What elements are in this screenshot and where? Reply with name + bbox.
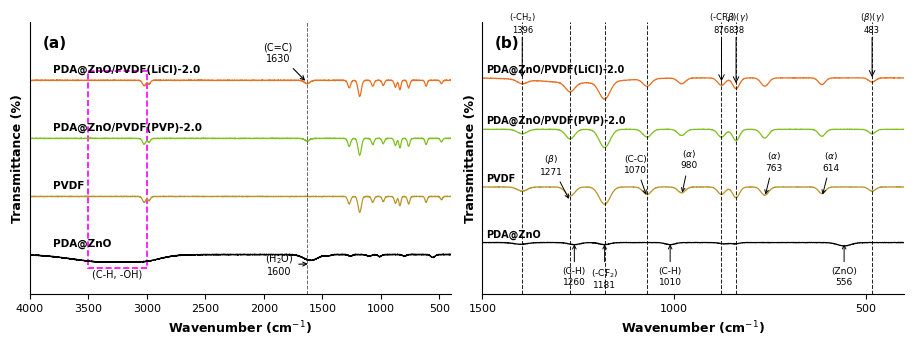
Text: PVDF: PVDF bbox=[53, 181, 84, 191]
Y-axis label: Transmittance (%): Transmittance (%) bbox=[464, 94, 477, 223]
Y-axis label: Transmittance (%): Transmittance (%) bbox=[11, 94, 24, 223]
Bar bbox=[88, 71, 146, 268]
Text: PDA@ZnO: PDA@ZnO bbox=[486, 229, 541, 240]
Text: (H$_2$O)
1600: (H$_2$O) 1600 bbox=[264, 252, 307, 277]
X-axis label: Wavenumber (cm$^{-1}$): Wavenumber (cm$^{-1}$) bbox=[621, 319, 765, 337]
Text: PDA@ZnO: PDA@ZnO bbox=[53, 238, 112, 249]
Text: PDA@ZnO/PVDF(LiCl)-2.0: PDA@ZnO/PVDF(LiCl)-2.0 bbox=[53, 64, 200, 74]
Text: ($\alpha$)
763: ($\alpha$) 763 bbox=[765, 150, 782, 193]
Text: (C=C)
1630: (C=C) 1630 bbox=[264, 42, 305, 80]
Text: (C-H)
1010: (C-H) 1010 bbox=[659, 245, 682, 287]
Text: (b): (b) bbox=[495, 36, 520, 51]
Text: PDA@ZnO/PVDF(PVP)-2.0: PDA@ZnO/PVDF(PVP)-2.0 bbox=[486, 116, 626, 126]
Text: (-CF$_2$)
876: (-CF$_2$) 876 bbox=[709, 12, 734, 35]
Text: (ZnO)
556: (ZnO) 556 bbox=[831, 245, 857, 287]
Text: (C-H, -OH): (C-H, -OH) bbox=[92, 270, 143, 280]
Text: PDA@ZnO/PVDF(PVP)-2.0: PDA@ZnO/PVDF(PVP)-2.0 bbox=[53, 122, 202, 133]
Text: PVDF: PVDF bbox=[486, 174, 515, 184]
Text: ($\alpha$)
980: ($\alpha$) 980 bbox=[681, 148, 698, 191]
Text: ($\alpha$)
614: ($\alpha$) 614 bbox=[822, 150, 840, 193]
Text: (a): (a) bbox=[42, 36, 67, 51]
Text: PDA@ZnO/PVDF(LiCl)-2.0: PDA@ZnO/PVDF(LiCl)-2.0 bbox=[486, 65, 624, 75]
Text: ($\beta$)($\gamma$)
838: ($\beta$)($\gamma$) 838 bbox=[724, 11, 748, 35]
Text: (-CH$_2$)
1396: (-CH$_2$) 1396 bbox=[509, 12, 536, 35]
Text: (-CF$_2$)
1181: (-CF$_2$) 1181 bbox=[591, 245, 619, 290]
Text: (C-H)
1260: (C-H) 1260 bbox=[563, 245, 586, 287]
X-axis label: Wavenumber (cm$^{-1}$): Wavenumber (cm$^{-1}$) bbox=[168, 319, 312, 337]
Text: ($\beta$)($\gamma$)
483: ($\beta$)($\gamma$) 483 bbox=[860, 11, 885, 35]
Text: (C-C)
1070: (C-C) 1070 bbox=[624, 155, 647, 193]
Text: ($\beta$)
1271: ($\beta$) 1271 bbox=[540, 153, 568, 198]
